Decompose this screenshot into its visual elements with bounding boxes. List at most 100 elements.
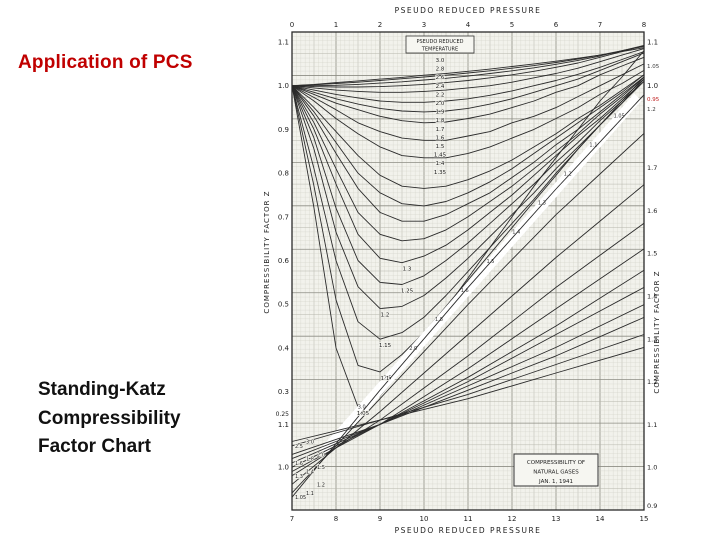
- svg-text:1.5: 1.5: [317, 465, 325, 471]
- svg-text:1.9: 1.9: [436, 110, 445, 116]
- svg-text:1.8: 1.8: [436, 118, 445, 124]
- svg-text:1.6: 1.6: [461, 288, 469, 294]
- svg-text:1.05: 1.05: [295, 495, 306, 501]
- main-isotherm-curves: [291, 45, 645, 408]
- svg-text:1.3: 1.3: [647, 335, 657, 343]
- svg-text:8: 8: [334, 515, 338, 523]
- svg-text:TEMPERATURE: TEMPERATURE: [421, 47, 458, 53]
- svg-text:1.5: 1.5: [647, 250, 657, 258]
- svg-text:0: 0: [290, 21, 294, 29]
- svg-text:1.5: 1.5: [486, 259, 494, 265]
- svg-text:8: 8: [642, 21, 646, 29]
- svg-text:1.2: 1.2: [317, 482, 325, 488]
- svg-text:1.4: 1.4: [647, 293, 657, 301]
- svg-text:3.0: 3.0: [358, 404, 366, 410]
- svg-text:2.0: 2.0: [409, 346, 417, 352]
- svg-text:1.5: 1.5: [436, 144, 445, 150]
- svg-text:2.8: 2.8: [436, 67, 445, 73]
- svg-text:1.1: 1.1: [278, 39, 289, 47]
- svg-text:1.7: 1.7: [647, 164, 657, 172]
- svg-text:1.2: 1.2: [381, 313, 390, 319]
- svg-text:4: 4: [466, 21, 471, 29]
- caption-line-1: Standing-Katz: [38, 379, 166, 400]
- svg-text:1.1: 1.1: [647, 39, 658, 47]
- svg-text:1.7: 1.7: [436, 127, 445, 133]
- svg-text:1.4: 1.4: [436, 161, 445, 167]
- svg-text:10: 10: [420, 515, 429, 523]
- svg-text:5: 5: [510, 21, 514, 29]
- svg-text:1.45: 1.45: [434, 153, 447, 159]
- svg-text:COMPRESSIBILITY FACTOR Z: COMPRESSIBILITY FACTOR Z: [263, 190, 271, 313]
- svg-text:12: 12: [508, 515, 517, 523]
- svg-text:0.9: 0.9: [647, 502, 657, 510]
- svg-text:1.3: 1.3: [403, 267, 412, 273]
- svg-text:2.5: 2.5: [295, 444, 303, 450]
- temperature-legend: PSEUDO REDUCED TEMPERATURE 3.0 2.8 2.6 2.4 2.2…: [405, 35, 475, 177]
- svg-text:PSEUDO REDUCED PRESSURE: PSEUDO REDUCED PRESSURE: [395, 6, 542, 15]
- svg-text:2.0: 2.0: [436, 101, 445, 107]
- svg-text:15: 15: [640, 515, 649, 523]
- svg-text:0.25: 0.25: [276, 411, 290, 418]
- svg-text:1.1: 1.1: [589, 142, 597, 148]
- svg-text:1.1: 1.1: [381, 376, 390, 382]
- svg-text:1.05: 1.05: [647, 64, 660, 70]
- svg-text:1.8: 1.8: [435, 317, 443, 323]
- svg-text:PSEUDO REDUCED PRESSURE: PSEUDO REDUCED PRESSURE: [395, 526, 542, 535]
- svg-text:2.6: 2.6: [436, 75, 445, 81]
- white-band: [320, 93, 642, 456]
- svg-text:0.7: 0.7: [278, 213, 289, 221]
- insert-isotherm-curves: [291, 94, 645, 498]
- svg-text:2.4: 2.4: [436, 84, 445, 90]
- slide-title: Application of PCS: [18, 52, 193, 73]
- svg-text:0.4: 0.4: [278, 344, 290, 352]
- svg-text:1.0: 1.0: [647, 82, 658, 90]
- svg-text:3.0: 3.0: [306, 440, 314, 446]
- svg-text:1.1: 1.1: [278, 421, 289, 429]
- chart-caption: Standing-Katz Compressibility Factor Cha…: [38, 376, 181, 462]
- svg-text:COMPRESSIBILITY OF: COMPRESSIBILITY OF: [527, 460, 585, 466]
- svg-text:1.15: 1.15: [379, 343, 392, 349]
- svg-text:7: 7: [598, 21, 602, 29]
- caption-line-3: Factor Chart: [38, 436, 151, 457]
- svg-text:6: 6: [554, 21, 559, 29]
- svg-text:13: 13: [552, 515, 561, 523]
- svg-text:14: 14: [596, 515, 605, 523]
- chart-labels: 1.051.11.21.31.41.51.61.82.02.53.01.051.…: [263, 6, 661, 535]
- svg-text:1.05: 1.05: [614, 113, 625, 119]
- svg-text:1: 1: [334, 21, 338, 29]
- svg-text:0.5: 0.5: [278, 301, 289, 309]
- svg-text:1.0: 1.0: [647, 464, 657, 472]
- svg-text:0.95: 0.95: [647, 97, 660, 103]
- chart-border: [291, 31, 645, 511]
- svg-text:3: 3: [422, 21, 426, 29]
- svg-text:1.4: 1.4: [512, 230, 520, 236]
- svg-text:1.2: 1.2: [564, 172, 572, 178]
- svg-text:11: 11: [464, 515, 473, 523]
- svg-text:9: 9: [378, 515, 382, 523]
- svg-text:1.8: 1.8: [306, 457, 314, 463]
- standing-katz-chart: 1.051.11.21.31.41.51.61.82.02.53.01.051.…: [263, 6, 661, 535]
- svg-text:1.1: 1.1: [647, 421, 657, 429]
- svg-text:1.05: 1.05: [357, 411, 370, 417]
- svg-text:0.8: 0.8: [278, 170, 289, 178]
- svg-text:2.5: 2.5: [383, 375, 391, 381]
- svg-text:1.25: 1.25: [401, 289, 414, 295]
- svg-text:1.0: 1.0: [278, 82, 289, 90]
- svg-text:1.35: 1.35: [434, 170, 447, 176]
- svg-text:1.3: 1.3: [295, 474, 303, 480]
- svg-text:1.2: 1.2: [647, 378, 657, 386]
- svg-text:JAN. 1, 1941: JAN. 1, 1941: [538, 479, 573, 485]
- svg-text:1.2: 1.2: [647, 107, 656, 113]
- svg-text:2: 2: [378, 21, 382, 29]
- svg-text:PSEUDO REDUCED: PSEUDO REDUCED: [416, 39, 463, 45]
- svg-text:COMPRESSIBILITY FACTOR Z: COMPRESSIBILITY FACTOR Z: [653, 270, 661, 393]
- caption-line-2: Compressibility: [38, 407, 181, 429]
- svg-text:1.6: 1.6: [436, 135, 445, 141]
- svg-text:1.4: 1.4: [306, 469, 314, 475]
- svg-text:2.0: 2.0: [317, 452, 325, 458]
- svg-text:1.6: 1.6: [295, 461, 303, 467]
- svg-text:0.9: 0.9: [278, 126, 289, 134]
- svg-text:1.1: 1.1: [306, 491, 314, 497]
- svg-text:NATURAL GASES: NATURAL GASES: [533, 470, 579, 476]
